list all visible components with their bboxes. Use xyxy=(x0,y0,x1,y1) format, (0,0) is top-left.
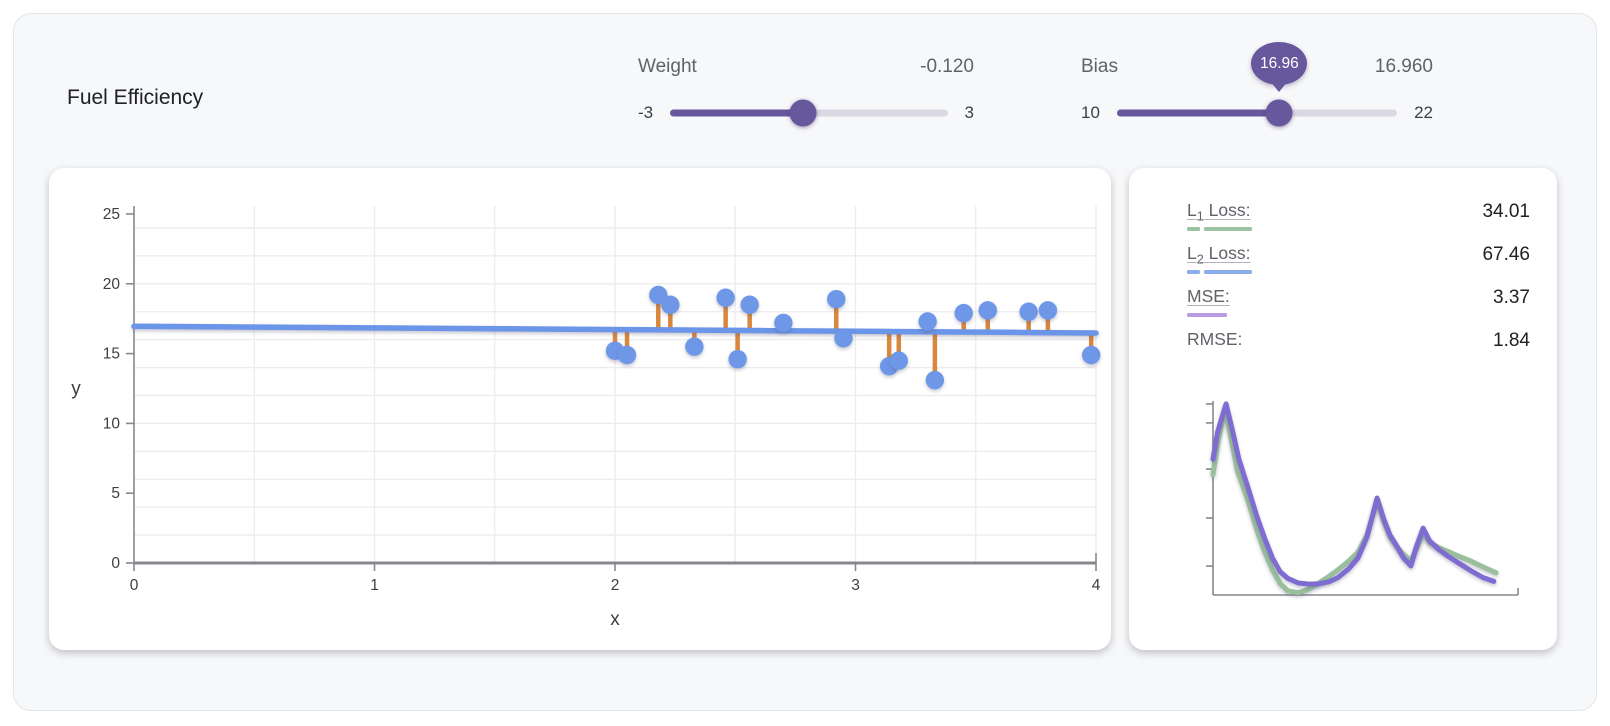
weight-label: Weight xyxy=(638,56,697,77)
loss-panel: L1 Loss: 34.01 L2 Loss: 67.46 MSE: 3.37 … xyxy=(1129,168,1557,650)
l2-loss-value: 67.46 xyxy=(1482,243,1530,265)
page-title: Fuel Efficiency xyxy=(67,86,204,109)
loss-rows: L1 Loss: 34.01 L2 Loss: 67.46 MSE: 3.37 … xyxy=(1129,168,1557,362)
bias-slider[interactable]: 16.96 xyxy=(1116,42,1398,127)
loss-row-mse: MSE: 3.37 xyxy=(1187,276,1530,319)
rmse-value: 1.84 xyxy=(1493,329,1530,351)
svg-text:3: 3 xyxy=(851,577,860,594)
weight-value: -0.120 xyxy=(920,56,974,77)
regression-chart: 0 5 10 15 20 25 0 1 2 3 4 y x xyxy=(71,206,1101,630)
weight-max-label: 3 xyxy=(964,103,974,122)
loss-row-l1: L1 Loss: 34.01 xyxy=(1187,190,1530,233)
weight-slider[interactable] xyxy=(670,99,948,127)
mse-label: MSE: xyxy=(1187,286,1230,318)
svg-text:25: 25 xyxy=(103,206,120,223)
loss-row-rmse: RMSE: 1.84 xyxy=(1187,319,1530,362)
bias-value-tooltip: 16.96 xyxy=(1251,42,1308,85)
svg-text:0: 0 xyxy=(111,555,120,572)
svg-text:20: 20 xyxy=(103,276,121,293)
svg-text:y: y xyxy=(71,379,81,400)
weight-slider-group: Weight -0.120 -3 3 xyxy=(638,56,974,127)
svg-text:2: 2 xyxy=(611,577,620,594)
svg-text:5: 5 xyxy=(111,485,120,502)
bias-slider-thumb[interactable] xyxy=(1265,99,1293,127)
bias-min-label: 10 xyxy=(1081,103,1100,122)
mse-underline-bar xyxy=(1187,312,1227,318)
loss-row-l2: L2 Loss: 67.46 xyxy=(1187,233,1530,276)
svg-text:x: x xyxy=(610,609,620,630)
bias-max-label: 22 xyxy=(1414,103,1433,122)
bias-label: Bias xyxy=(1081,56,1118,77)
svg-text:4: 4 xyxy=(1092,577,1101,594)
l2-underline-bars xyxy=(1187,269,1252,275)
svg-text:1: 1 xyxy=(370,577,379,594)
l1-loss-value: 34.01 xyxy=(1482,200,1530,222)
bias-slider-group: Bias 16.960 10 16.96 22 xyxy=(1081,42,1433,127)
svg-text:0: 0 xyxy=(130,577,139,594)
rmse-label: RMSE: xyxy=(1187,328,1243,349)
l1-loss-label: L1 Loss: xyxy=(1187,200,1252,232)
loss-history-chart xyxy=(1206,401,1519,596)
svg-text:15: 15 xyxy=(103,346,120,363)
l1-underline-bars xyxy=(1187,226,1252,232)
bias-value: 16.960 xyxy=(1374,56,1433,77)
svg-text:10: 10 xyxy=(103,415,121,432)
bias-slider-fill xyxy=(1116,109,1280,117)
main-chart-card: 0 5 10 15 20 25 0 1 2 3 4 y x xyxy=(49,168,1111,650)
weight-slider-fill xyxy=(670,109,804,117)
app-container: Fuel Efficiency Weight -0.120 -3 3 Bias … xyxy=(13,13,1597,711)
weight-min-label: -3 xyxy=(638,103,654,122)
l2-loss-label: L2 Loss: xyxy=(1187,243,1252,275)
weight-slider-thumb[interactable] xyxy=(789,99,817,127)
mse-value: 3.37 xyxy=(1493,286,1530,308)
